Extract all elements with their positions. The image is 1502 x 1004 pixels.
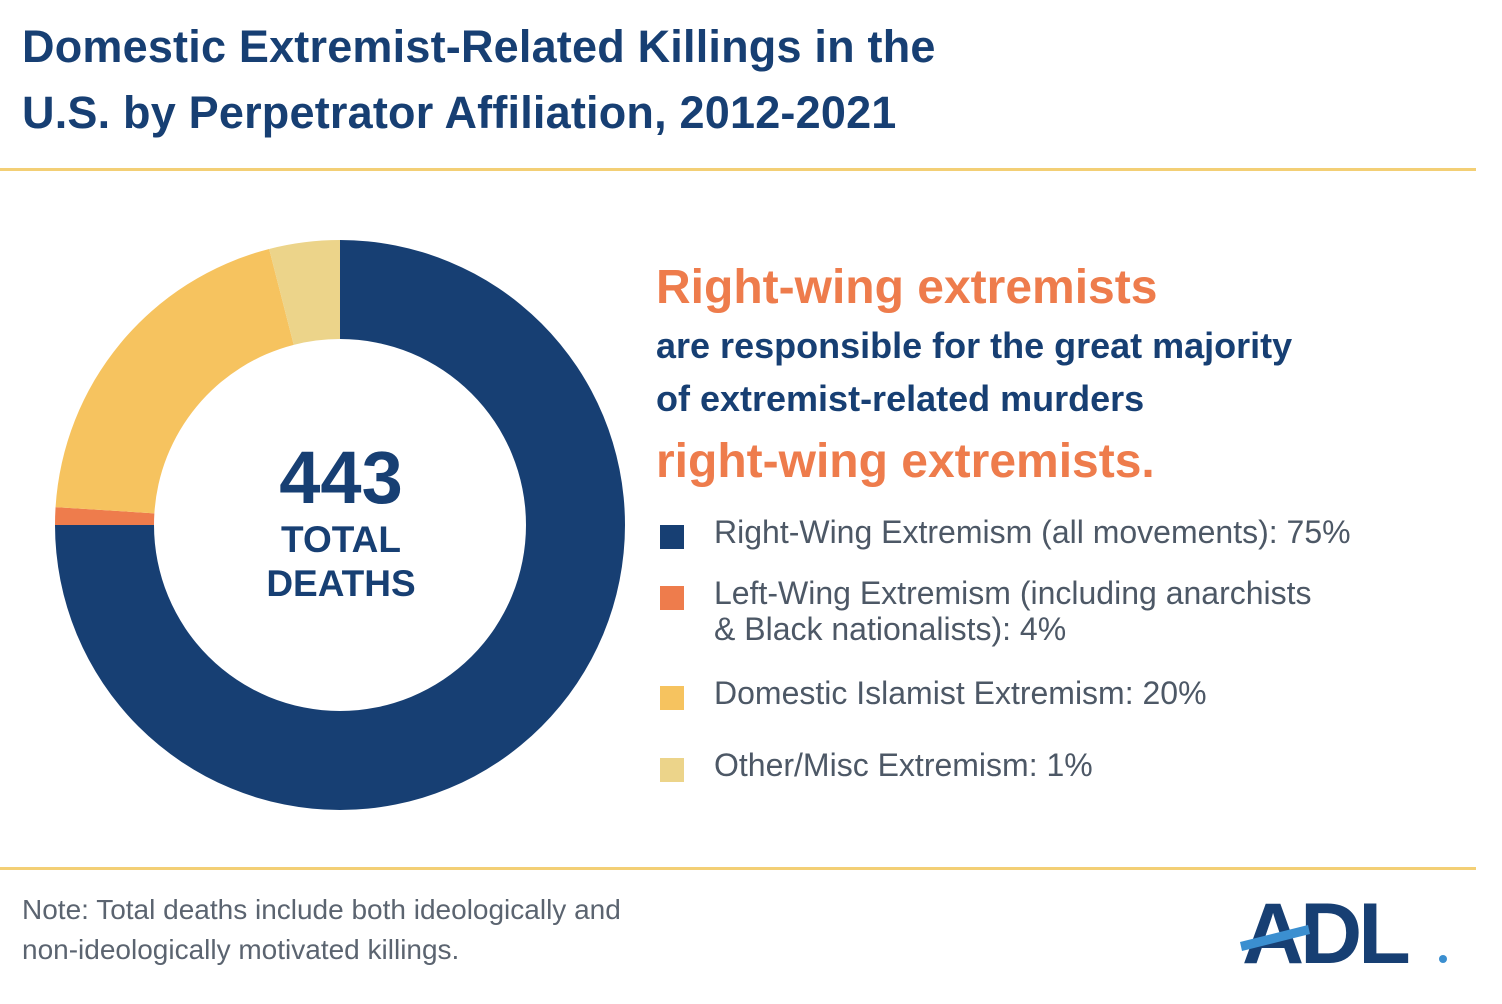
donut-chart: [55, 240, 625, 810]
adl-logo-text: ADL: [1242, 886, 1408, 975]
headline-line-1: Right-wing extremists: [656, 261, 1158, 314]
legend-label-line-1: Left-Wing Extremism (including anarchist…: [714, 575, 1312, 611]
adl-logo-dot: [1439, 955, 1447, 963]
legend-label: Other/Misc Extremism: 1%: [714, 747, 1454, 783]
total-label-line-1: TOTAL: [281, 519, 401, 560]
legend-swatch: [660, 758, 684, 782]
legend-label-line-2: & Black nationalists): 4%: [714, 611, 1067, 647]
footnote-line-2: non-ideologically motivated killings.: [22, 934, 460, 965]
headline-line-3: of extremist-related murders: [656, 378, 1145, 419]
chart-title: Domestic Extremist-Related Killings in t…: [22, 14, 1222, 146]
total-label-line-2: DEATHS: [266, 563, 416, 604]
legend-label: Right-Wing Extremism (all movements): 75…: [714, 514, 1454, 550]
legend-label: Left-Wing Extremism (including anarchist…: [714, 575, 1454, 647]
legend-swatch: [660, 525, 684, 549]
legend-label: Domestic Islamist Extremism: 20%: [714, 675, 1454, 711]
adl-logo-swoosh: [1240, 925, 1310, 951]
title-line-2: U.S. by Perpetrator Affiliation, 2012-20…: [22, 87, 897, 138]
footnote: Note: Total deaths include both ideologi…: [22, 890, 722, 970]
top-divider: [0, 168, 1476, 171]
donut-slice-islamist: [55, 248, 294, 514]
donut-slice-left-wing: [55, 507, 155, 525]
donut-slice-other: [269, 240, 340, 345]
total-deaths-label: TOTAL DEATHS: [141, 518, 541, 606]
legend-label-line-1: Right-Wing Extremism (all movements): 75…: [714, 514, 1351, 550]
total-deaths-number: 443: [279, 436, 403, 519]
bottom-divider: [0, 867, 1476, 870]
donut-slice-right-wing: [55, 240, 625, 810]
legend-swatch: [660, 586, 684, 610]
headline-line-2: are responsible for the great majority: [656, 325, 1293, 366]
legend-label-line-1: Other/Misc Extremism: 1%: [714, 747, 1093, 783]
adl-logo: ADL: [1240, 886, 1447, 975]
headline-line-4: right-wing extremists.: [656, 435, 1155, 488]
legend-swatch: [660, 686, 684, 710]
title-line-1: Domestic Extremist-Related Killings in t…: [22, 21, 936, 72]
legend-label-line-1: Domestic Islamist Extremism: 20%: [714, 675, 1207, 711]
footnote-line-1: Note: Total deaths include both ideologi…: [22, 894, 621, 925]
